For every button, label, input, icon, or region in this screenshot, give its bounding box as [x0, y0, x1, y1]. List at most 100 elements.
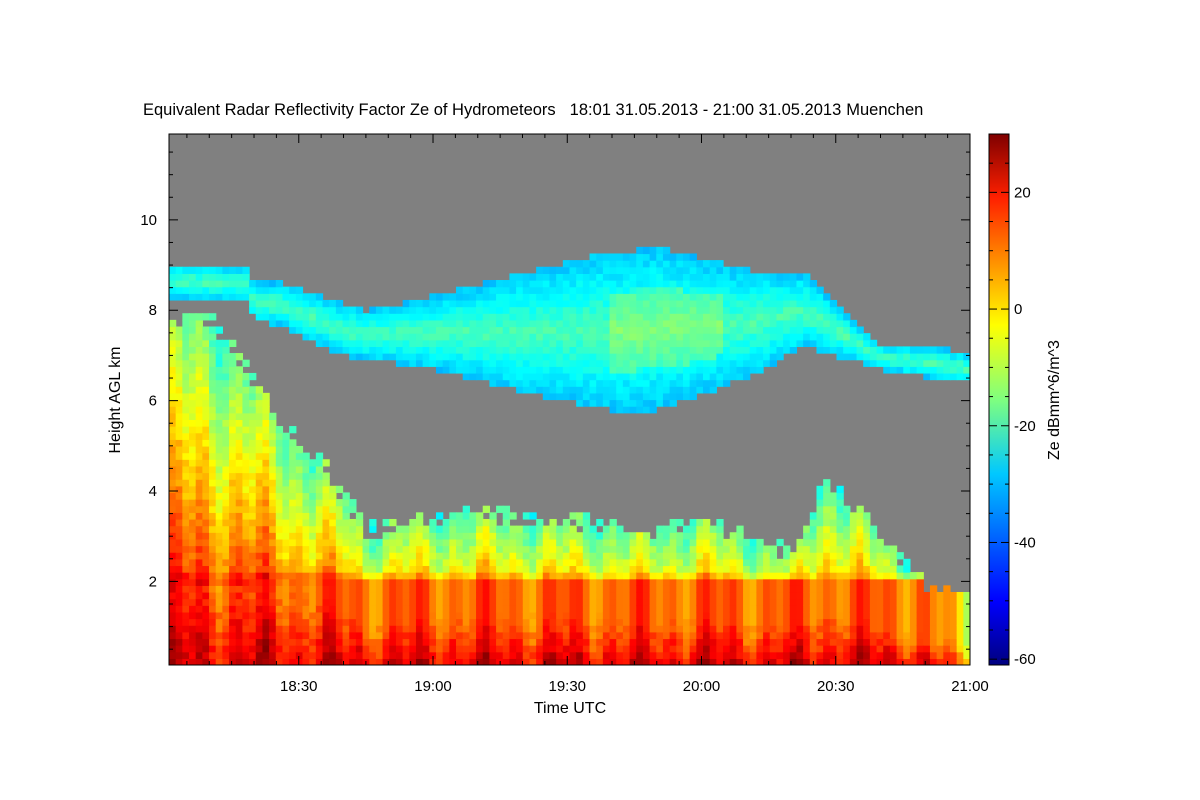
- heatmap-cell: [395, 605, 404, 613]
- heatmap-cell: [269, 658, 277, 665]
- heatmap-cell: [182, 459, 190, 467]
- heatmap-cell: [622, 532, 631, 540]
- heatmap-cell: [222, 392, 230, 401]
- heatmap-cell: [509, 366, 517, 374]
- heatmap-cell: [696, 306, 704, 314]
- heatmap-cell: [582, 372, 591, 381]
- heatmap-cell: [743, 625, 751, 633]
- heatmap-cell: [202, 572, 210, 580]
- heatmap-cell: [763, 565, 771, 573]
- heatmap-cell: [322, 611, 330, 620]
- heatmap-cell: [696, 591, 704, 600]
- heatmap-cell: [776, 572, 784, 580]
- heatmap-cell: [716, 565, 724, 573]
- heatmap-cell: [235, 499, 244, 507]
- heatmap-cell: [209, 591, 217, 600]
- heatmap-cell: [469, 585, 477, 593]
- heatmap-cell: [696, 638, 704, 646]
- heatmap-cell: [536, 359, 544, 367]
- heatmap-cell: [616, 326, 624, 334]
- heatmap-cell: [676, 631, 684, 640]
- heatmap-cell: [609, 286, 617, 294]
- heatmap-cell: [556, 638, 564, 646]
- heatmap-cell: [456, 346, 464, 354]
- heatmap-cell: [496, 293, 504, 301]
- heatmap-cell: [709, 366, 717, 374]
- heatmap-cell: [449, 645, 457, 653]
- heatmap-cell: [562, 266, 571, 274]
- heatmap-cell: [295, 645, 304, 653]
- heatmap-cell: [889, 631, 898, 640]
- heatmap-cell: [616, 572, 624, 580]
- heatmap-cell: [496, 605, 504, 613]
- heatmap-cell: [295, 452, 304, 460]
- heatmap-cell: [716, 372, 724, 381]
- heatmap-cell: [682, 538, 691, 547]
- heatmap-cell: [349, 638, 357, 646]
- heatmap-cell: [622, 333, 631, 341]
- heatmap-cell: [189, 611, 197, 620]
- heatmap-cell: [255, 485, 264, 494]
- heatmap-cell: [235, 412, 244, 421]
- heatmap-cell: [355, 598, 364, 606]
- heatmap-cell: [823, 479, 831, 487]
- heatmap-cell: [282, 306, 290, 314]
- heatmap-cell: [602, 565, 611, 573]
- heatmap-cell: [769, 565, 778, 573]
- heatmap-cell: [516, 532, 524, 540]
- heatmap-cell: [903, 605, 911, 613]
- heatmap-cell: [622, 538, 631, 547]
- heatmap-cell: [329, 651, 337, 659]
- heatmap-cell: [415, 532, 424, 540]
- heatmap-cell: [409, 572, 417, 580]
- heatmap-cell: [456, 611, 464, 620]
- heatmap-cell: [576, 532, 584, 540]
- heatmap-cell: [743, 558, 751, 567]
- heatmap-cell: [275, 651, 284, 659]
- heatmap-cell: [229, 518, 237, 527]
- heatmap-cell: [355, 346, 364, 354]
- heatmap-cell: [622, 299, 631, 308]
- heatmap-cell: [829, 645, 838, 653]
- heatmap-cell: [709, 625, 717, 633]
- heatmap-cell: [422, 313, 430, 321]
- heatmap-cell: [222, 552, 230, 560]
- heatmap-cell: [195, 319, 203, 328]
- heatmap-cell: [436, 532, 444, 540]
- heatmap-cell: [289, 558, 297, 567]
- heatmap-cell: [536, 379, 544, 387]
- heatmap-cell: [189, 558, 197, 567]
- heatmap-cell: [642, 273, 651, 281]
- heatmap-cell: [429, 618, 437, 626]
- heatmap-cell: [209, 445, 217, 454]
- heatmap-cell: [516, 578, 524, 586]
- heatmap-cell: [482, 545, 490, 553]
- heatmap-cell: [569, 392, 577, 401]
- heatmap-cell: [509, 565, 517, 573]
- heatmap-cell: [776, 273, 784, 281]
- heatmap-cell: [295, 445, 304, 454]
- colorbar-tick-label: 0: [1014, 301, 1022, 318]
- heatmap-cell: [369, 525, 377, 533]
- heatmap-cell: [763, 326, 771, 334]
- heatmap-cell: [829, 313, 838, 321]
- heatmap-cell: [229, 552, 237, 560]
- heatmap-cell: [375, 591, 384, 600]
- heatmap-cell: [469, 353, 477, 361]
- heatmap-cell: [803, 618, 811, 626]
- heatmap-cell: [395, 538, 404, 547]
- heatmap-cell: [596, 618, 604, 626]
- heatmap-cell: [843, 339, 851, 347]
- heatmap-cell: [703, 386, 711, 394]
- heatmap-cell: [395, 578, 404, 586]
- heatmap-cell: [189, 485, 197, 494]
- heatmap-cell: [195, 578, 203, 586]
- heatmap-cell: [169, 585, 177, 593]
- heatmap-cell: [796, 578, 804, 586]
- heatmap-cell: [576, 658, 584, 665]
- heatmap-cell: [169, 658, 177, 665]
- heatmap-cell: [289, 518, 297, 527]
- heatmap-cell: [229, 273, 237, 281]
- heatmap-cell: [189, 499, 197, 507]
- heatmap-cell: [462, 638, 470, 646]
